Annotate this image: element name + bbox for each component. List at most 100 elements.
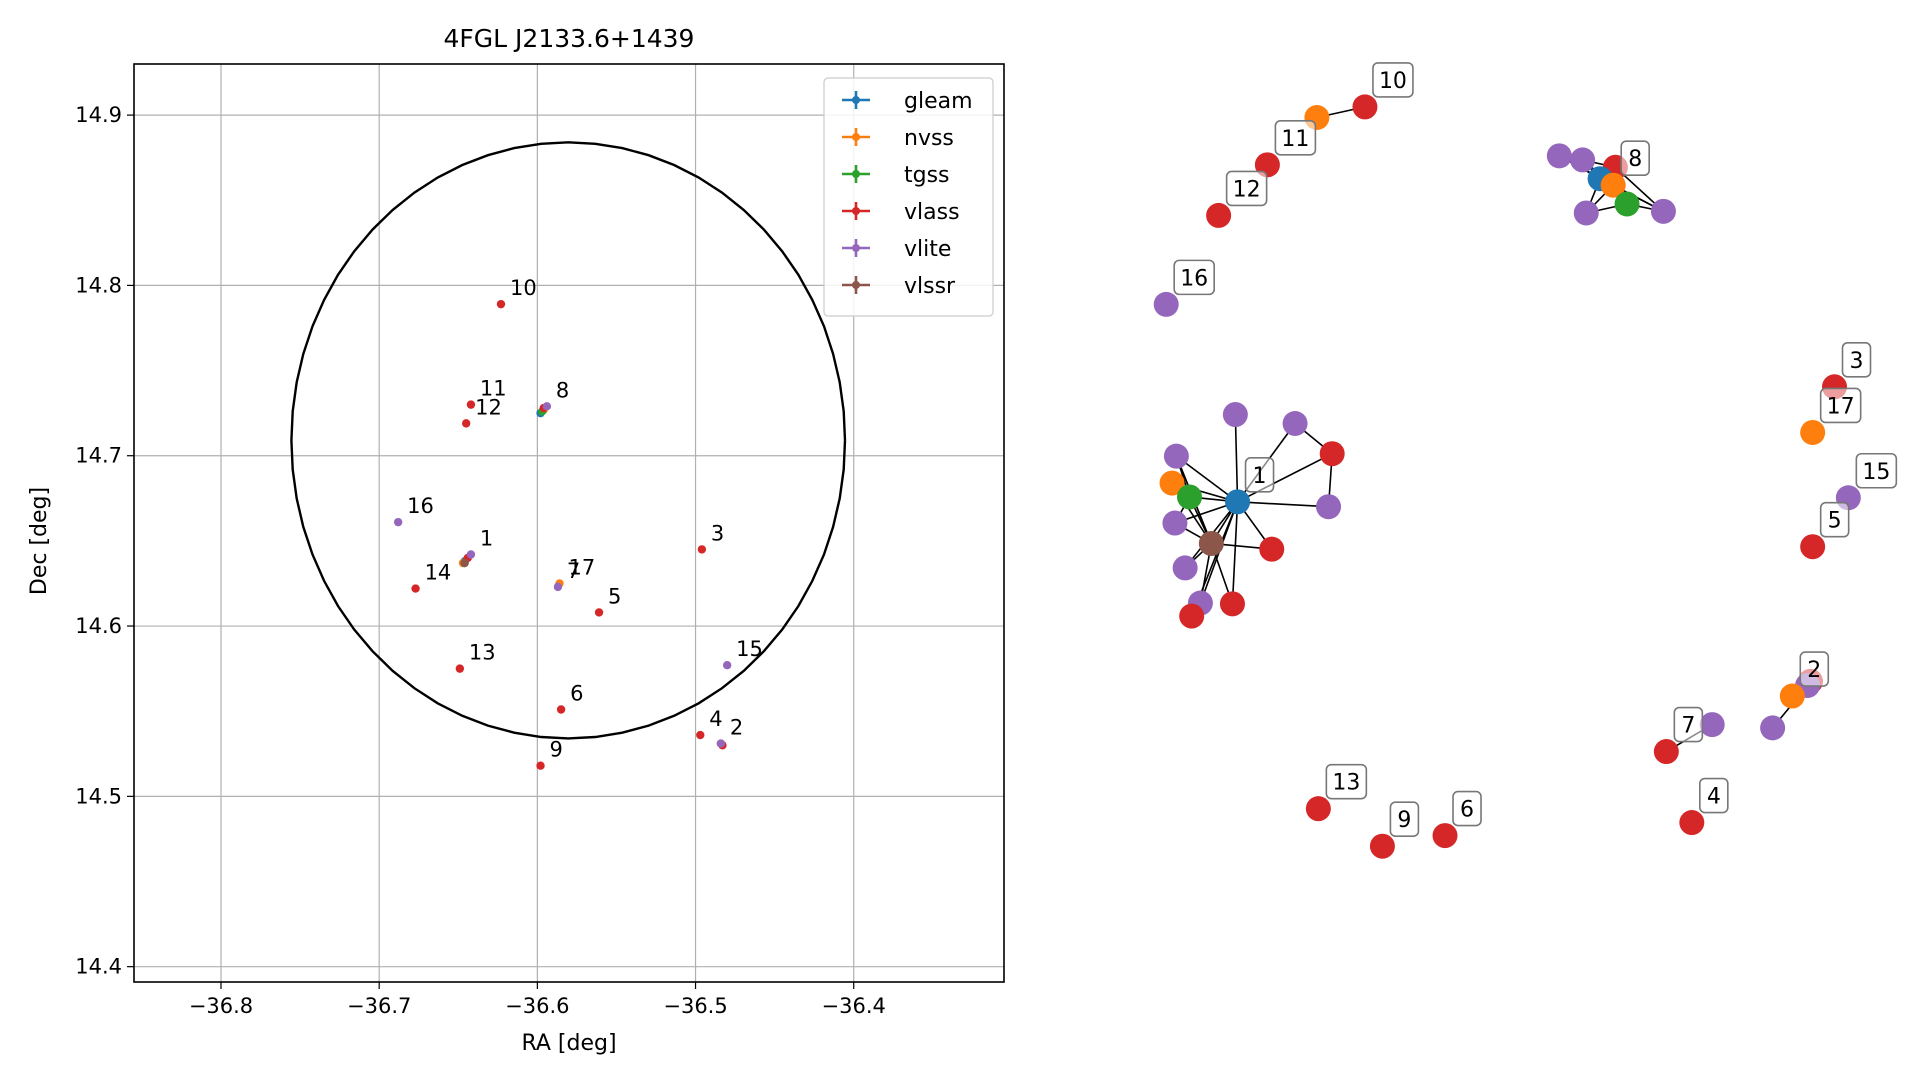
x-tick-label: −36.5 [663, 994, 727, 1018]
point-label: 8 [556, 378, 569, 402]
point-label: 11 [480, 377, 507, 401]
network-node [1319, 441, 1345, 467]
network-node [1225, 489, 1251, 515]
node-label: 11 [1281, 127, 1309, 152]
node-label: 5 [1828, 509, 1842, 534]
node-label: 15 [1862, 460, 1890, 485]
legend-label-nvss: nvss [904, 126, 954, 151]
network-node [1573, 200, 1599, 226]
node-label: 1 [1253, 464, 1267, 489]
node-label: 7 [1681, 714, 1695, 739]
scatter-panel: 4FGL J2133.6+1439 1234567891011121314151… [27, 24, 1005, 1056]
network-node [1172, 555, 1198, 581]
x-axis-label: RA [deg] [521, 1031, 616, 1056]
point-label: 16 [407, 494, 434, 518]
node-label-box [1325, 763, 1368, 800]
point-label: 9 [550, 738, 563, 762]
node-label-box [1855, 452, 1898, 489]
legend-label-vlite: vlite [904, 237, 951, 262]
node-label-box [1452, 790, 1482, 827]
legend-label-vlssr: vlssr [904, 274, 956, 299]
node-label-box [1699, 777, 1729, 814]
point-label: 2 [730, 716, 743, 740]
legend-dot-vlssr [852, 281, 860, 289]
network-node [1206, 202, 1232, 228]
node-label: 6 [1460, 798, 1474, 823]
y-tick-label: 14.4 [75, 955, 122, 979]
network-node [1352, 94, 1378, 120]
network-node [1219, 591, 1245, 617]
node-label-box [1173, 259, 1215, 296]
node-label-box [1244, 457, 1275, 493]
node-label: 3 [1850, 349, 1864, 374]
x-tick-label: −36.4 [822, 994, 886, 1018]
legend-label-vlass: vlass [904, 200, 960, 225]
y-tick-label: 14.6 [75, 614, 122, 638]
point-label: 7 [567, 559, 580, 583]
vlass-point [496, 299, 506, 309]
network-edge [1231, 501, 1239, 604]
node-label: 9 [1397, 808, 1411, 833]
network-edge [1237, 452, 1333, 503]
network-node [1800, 419, 1826, 445]
node-label-box [1389, 801, 1420, 837]
node-label: 13 [1332, 771, 1360, 796]
vlite-point [393, 517, 403, 527]
legend-label-tgss: tgss [904, 163, 950, 188]
legend-dot-gleam [852, 96, 860, 104]
point-label: 4 [709, 707, 722, 731]
vlass-point [455, 664, 465, 673]
node-label-box [1819, 501, 1850, 538]
y-tick-label: 14.9 [75, 103, 122, 127]
point-label: 14 [425, 561, 452, 585]
point-label: 6 [570, 681, 583, 705]
legend-dot-vlass [852, 207, 860, 215]
point-label: 13 [469, 641, 496, 665]
network-node [1153, 291, 1179, 317]
network-node [1179, 603, 1205, 629]
point-label: 3 [711, 521, 724, 545]
vlass-point [536, 761, 545, 770]
node-label: 17 [1827, 394, 1855, 419]
network-node [1432, 823, 1458, 849]
vlass-point [461, 419, 471, 428]
network-node [1650, 198, 1676, 224]
chart-title: 4FGL J2133.6+1439 [444, 24, 695, 53]
node-label: 10 [1379, 69, 1407, 94]
legend-label-gleam: gleam [904, 89, 973, 114]
search-circle [290, 141, 847, 740]
vlite-point [466, 550, 476, 559]
point-label: 5 [608, 584, 621, 608]
network-node [1600, 172, 1626, 198]
network-edge [1237, 501, 1329, 508]
x-tick-label: −36.7 [347, 994, 411, 1018]
network-node [1614, 191, 1640, 217]
network-node [1176, 484, 1202, 510]
vlssr-point [460, 558, 469, 568]
network-node [1653, 739, 1679, 765]
legend-dot-tgss [852, 170, 860, 178]
node-label-box [1274, 120, 1317, 156]
node-label-box [1372, 62, 1414, 98]
data-points [393, 299, 732, 770]
node-label-box [1673, 706, 1704, 743]
network-node [1162, 510, 1188, 536]
node-label: 2 [1807, 658, 1821, 683]
network-node [1760, 715, 1786, 741]
network-panel: 1 8 10 11 12 16 3 17 15 5 2 7 13 9 6 4 [1153, 62, 1898, 859]
vlass-point [697, 545, 707, 554]
vlass-point [594, 608, 604, 617]
network-node [1222, 402, 1248, 428]
axis-ticks: −36.8 −36.7 −36.6 −36.5 −36.4 14.4 14.5 14.6 14.… [75, 103, 886, 1018]
y-tick-label: 14.7 [75, 444, 122, 468]
node-label-box [1225, 170, 1268, 207]
vlass-point [556, 705, 566, 714]
vlass-point [466, 400, 476, 409]
network-node [1679, 810, 1705, 836]
x-tick-label: −36.8 [189, 994, 253, 1018]
node-label-box [1620, 140, 1650, 177]
node-label: 12 [1233, 177, 1261, 202]
vlass-point [411, 584, 420, 593]
